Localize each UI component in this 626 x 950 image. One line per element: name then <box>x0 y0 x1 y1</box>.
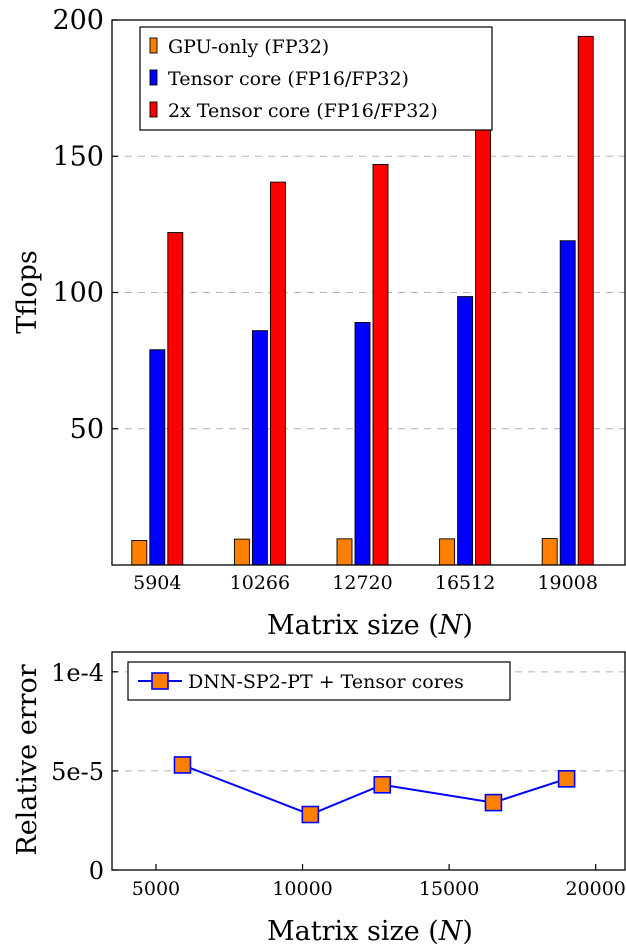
bar-chart-x-ticks: 5904 10266 12720 16512 19008 <box>133 572 598 594</box>
bar-1-3 <box>457 296 474 566</box>
bar-2-2 <box>372 163 389 566</box>
line-chart-x-ticks: 5000 10000 15000 20000 <box>132 864 626 900</box>
bar-2-4 <box>577 35 594 566</box>
bar-chart-legend-swatch <box>149 37 158 54</box>
bar-chart-legend: GPU-only (FP32) Tensor core (FP16/FP32) 2x… <box>139 26 493 131</box>
bar-chart-x-tick-label: 19008 <box>537 572 597 594</box>
bar-chart-x-tick-label: 16512 <box>435 572 495 594</box>
line-chart-x-tick-label: 10000 <box>272 878 332 900</box>
bar-chart-legend-label: GPU-only (FP32) <box>168 36 329 58</box>
line-chart-marker <box>557 770 576 788</box>
line-chart-y-tick-label: 1e-4 <box>51 659 104 687</box>
bar-chart-bars <box>131 35 594 566</box>
bar-chart-tflops: 50 100 150 200 5904 10266 12720 16512 19008 Tfl… <box>12 5 626 641</box>
line-chart-x-axis-label-text: Matrix size ( <box>267 916 439 947</box>
bar-0-3 <box>439 538 456 566</box>
line-chart-y-ticks: 0 5e-5 1e-4 <box>51 659 118 885</box>
bar-0-1 <box>233 538 250 566</box>
bar-chart-x-axis-label-close: ) <box>462 610 473 641</box>
line-chart-legend: DNN-SP2-PT + Tensor cores <box>127 661 511 701</box>
line-chart-marker <box>373 775 392 794</box>
bar-chart-legend-box <box>139 26 493 131</box>
line-chart-x-axis-label-var: N <box>438 916 464 947</box>
line-chart-x-axis-label: Matrix size (N) <box>267 916 473 947</box>
bar-1-1 <box>251 330 268 566</box>
line-chart-x-axis-label-close: ) <box>462 916 473 947</box>
line-chart-marker <box>301 805 320 824</box>
bar-chart-y-tick-label: 50 <box>70 414 104 445</box>
bar-2-0 <box>167 232 184 566</box>
line-chart-y-tick-label: 0 <box>89 857 104 885</box>
bar-chart-x-axis-label-text: Matrix size ( <box>267 610 439 641</box>
bar-chart-y-tick-label: 100 <box>52 278 104 309</box>
bar-chart-x-axis-label-var: N <box>438 610 464 641</box>
line-chart-relative-error: 0 5e-5 1e-4 5000 10000 15000 20000 Relative e… <box>12 651 626 947</box>
bar-chart-y-ticks: 50 100 150 200 <box>52 5 118 445</box>
line-chart-marker <box>484 793 503 812</box>
bar-chart-legend-swatch <box>149 101 158 118</box>
bar-0-2 <box>336 538 353 566</box>
line-chart-y-axis-label: Relative error <box>12 664 43 855</box>
bar-chart-y-tick-label: 150 <box>52 141 104 172</box>
line-chart-legend-label: DNN-SP2-PT + Tensor cores <box>188 671 464 693</box>
bar-chart-x-tick-label: 5904 <box>133 572 181 594</box>
line-chart-x-tick-label: 20000 <box>565 878 625 900</box>
line-chart-y-tick-label: 5e-5 <box>51 758 104 786</box>
bar-1-0 <box>149 349 166 566</box>
bar-chart-x-tick-label: 12720 <box>332 572 392 594</box>
bar-chart-legend-label: Tensor core (FP16/FP32) <box>168 68 409 90</box>
bar-2-1 <box>269 181 286 566</box>
bar-1-4 <box>559 240 576 566</box>
line-chart-legend-box <box>127 661 511 701</box>
bar-chart-legend-label: 2x Tensor core (FP16/FP32) <box>168 100 438 122</box>
line-chart-x-tick-label: 15000 <box>419 878 479 900</box>
bar-chart-y-tick-label: 200 <box>52 5 104 36</box>
bar-0-4 <box>541 538 558 566</box>
line-chart-marker <box>173 756 192 774</box>
bar-1-2 <box>354 322 371 566</box>
line-chart-legend-marker <box>151 672 169 690</box>
line-chart-plot-frame <box>111 651 626 871</box>
bar-chart-x-tick-label: 10266 <box>230 572 290 594</box>
bar-chart-legend-swatch <box>149 69 158 86</box>
bar-chart-y-axis-label: Tflops <box>12 250 43 333</box>
bar-2-3 <box>475 120 492 566</box>
bar-chart-x-axis-label: Matrix size (N) <box>267 610 473 641</box>
line-chart-series <box>173 756 576 824</box>
bar-0-0 <box>131 540 148 566</box>
line-chart-x-tick-label: 5000 <box>132 878 180 900</box>
